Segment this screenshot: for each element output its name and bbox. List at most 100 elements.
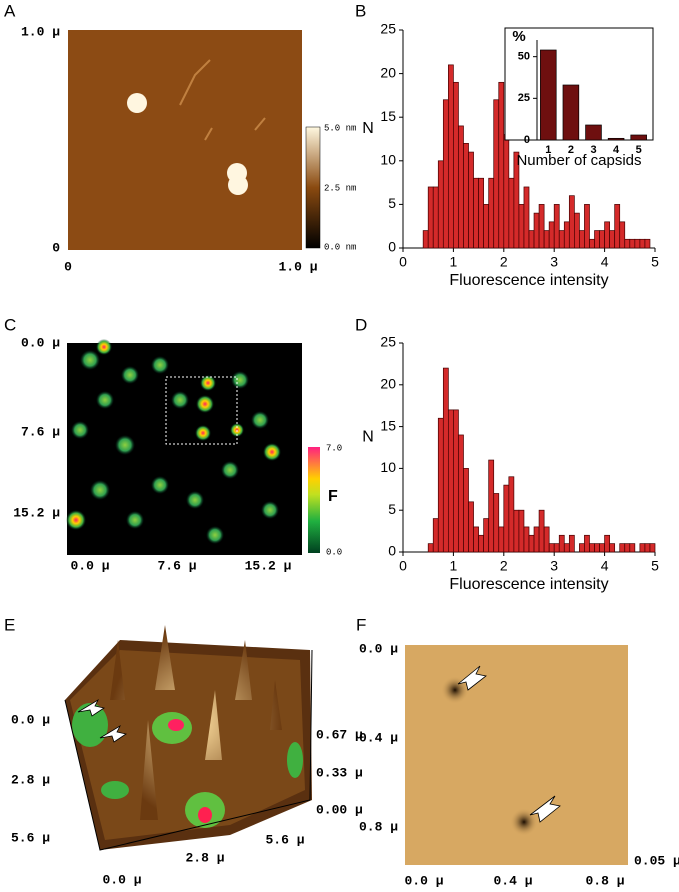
x-tick-label: 1 (545, 144, 551, 156)
bar (463, 143, 469, 249)
x-label: 0.0 μ (70, 558, 109, 573)
bar (483, 204, 490, 249)
x-label: 7.6 μ (157, 558, 196, 573)
x-tick-label: 4 (613, 144, 620, 156)
y-label: 15.2 μ (13, 505, 60, 520)
bar (453, 81, 459, 249)
bar (533, 526, 540, 553)
bar (594, 230, 600, 249)
y-axis-label: N (362, 120, 374, 137)
x-label: 0.0 μ (404, 873, 443, 888)
bar (523, 526, 530, 553)
bar (614, 204, 621, 249)
x-tick-label: 2 (568, 144, 574, 156)
bar (508, 177, 515, 249)
bar (607, 137, 625, 141)
bar (574, 212, 580, 249)
bar (493, 493, 500, 553)
colorbar-label: 0.0 nm (324, 242, 356, 252)
bar (432, 518, 439, 553)
y-axis-label: % (512, 28, 525, 45)
colorbar-label: F (328, 488, 338, 505)
panel-label: B (355, 1, 366, 20)
colorbar-label: 5.0 nm (324, 123, 356, 133)
bar (498, 81, 505, 249)
spot (72, 703, 108, 747)
bar (644, 238, 651, 249)
bar (579, 543, 585, 553)
particle (228, 175, 248, 195)
y-label: 0.0 μ (21, 335, 60, 350)
axes (64, 649, 313, 851)
bar (503, 484, 510, 553)
fluorescence-image (67, 343, 302, 555)
bar (448, 409, 454, 553)
bar (448, 64, 454, 249)
bar (468, 501, 474, 553)
bar (624, 238, 631, 249)
bar (553, 543, 560, 553)
x-label: 0.0 μ (102, 872, 141, 887)
z-label: 0.67 μ (316, 727, 363, 742)
spot (198, 807, 212, 823)
bar (609, 543, 616, 553)
y-tick-label: 25 (380, 334, 396, 350)
y-tick-label: 5 (388, 195, 396, 211)
bar (558, 534, 565, 553)
panel-f: F 0.0 μ 0.4 μ 0.8 μ 0.0 μ 0.4 μ 0.8 μ 0.… (356, 615, 679, 888)
bar (422, 230, 429, 249)
y-label: 0 (52, 240, 60, 255)
bar (488, 177, 495, 249)
x-axis-label: Fluorescence intensity (449, 272, 608, 289)
spots (66, 339, 281, 544)
bar (508, 476, 515, 553)
bar (619, 543, 626, 553)
strand (179, 59, 266, 141)
y-tick-label: 0 (388, 239, 396, 255)
y-tick-label: 25 (518, 92, 530, 104)
bar (639, 238, 646, 249)
bar (589, 238, 595, 249)
bar (473, 526, 479, 553)
bar (558, 230, 565, 249)
x-axis-label: Number of capsids (516, 152, 641, 169)
panel-a: A 1.0 μ 0 0 1.0 μ 5.0 nm 2.5 nm 0.0 nm (4, 1, 356, 274)
x-tick-label: 3 (550, 558, 558, 574)
x-label: 0 (64, 259, 72, 274)
colorbar-label: 7.0 (326, 443, 342, 453)
panel-label: C (4, 315, 16, 334)
y-tick-label: 0 (524, 134, 530, 146)
bar (568, 195, 575, 249)
zoom-box (165, 376, 238, 445)
particle (127, 93, 147, 113)
y-label: 0.0 μ (11, 712, 50, 727)
colorbar (305, 126, 321, 249)
x-label: 0.8 μ (585, 873, 624, 888)
bar (599, 543, 605, 553)
bar (543, 526, 550, 553)
x-label: 5.6 μ (265, 832, 304, 847)
afm-image (68, 30, 302, 250)
bar (478, 177, 484, 249)
y-axis-label: N (362, 429, 374, 446)
bar (563, 221, 570, 249)
bar (488, 459, 495, 553)
bar (513, 509, 520, 553)
bar (473, 177, 479, 249)
y-tick-label: 25 (380, 21, 396, 37)
y-tick-label: 5 (388, 501, 396, 517)
y-tick-label: 20 (380, 64, 396, 80)
bar (538, 204, 545, 249)
x-tick-label: 2 (500, 254, 508, 270)
x-axis-label: Fluorescence intensity (449, 576, 608, 593)
panel-label: A (4, 1, 16, 20)
bar (630, 134, 647, 141)
panel-label: F (356, 615, 366, 634)
arrow (77, 698, 128, 743)
panel-e: E 0.0 μ 2.8 μ 5.6 μ 0.67 μ 0.33 μ 0.00 μ… (4, 615, 363, 887)
bar (624, 543, 631, 553)
bar (619, 221, 626, 249)
y-tick-label: 10 (380, 459, 396, 475)
bar (513, 151, 520, 249)
